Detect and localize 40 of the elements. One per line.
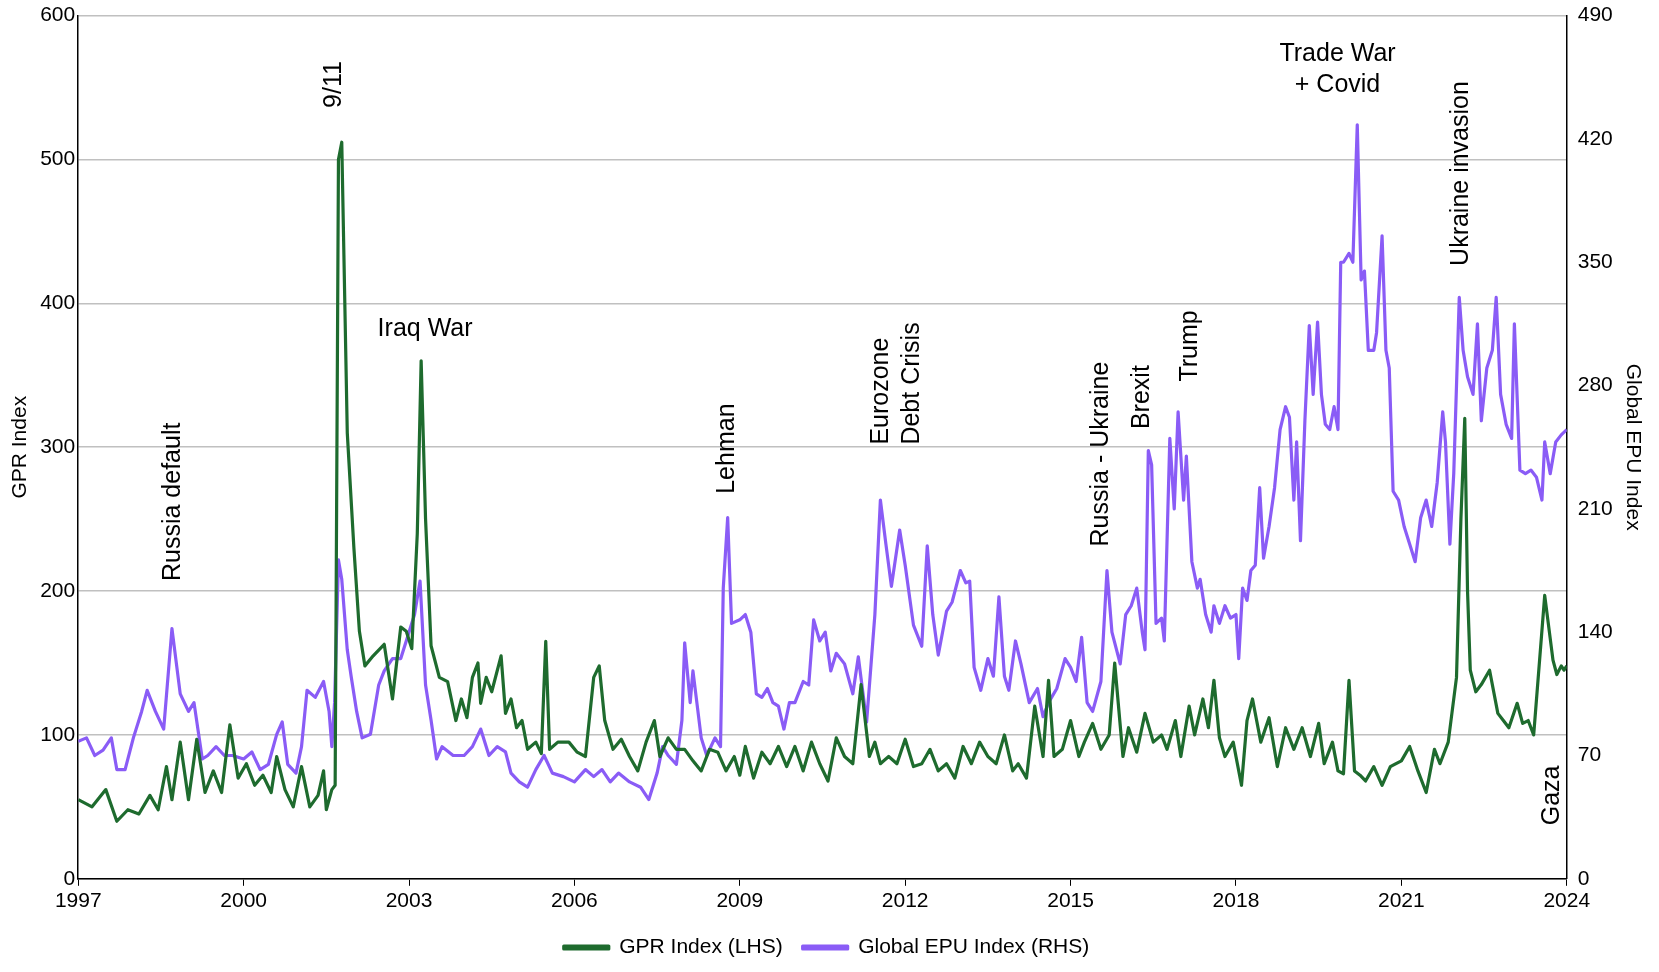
y-tick-label: 600 <box>40 2 76 26</box>
y-tick-label: 100 <box>40 721 76 745</box>
annotation: Trump <box>1174 310 1203 382</box>
y2-tick-label: 490 <box>1577 2 1613 26</box>
annotation: Gaza <box>1535 765 1564 826</box>
y-axis-title: GPR Index <box>7 395 31 499</box>
x-tick-label: 2009 <box>716 888 764 912</box>
x-tick-label: 2018 <box>1212 888 1260 912</box>
y-tick-label: 0 <box>63 865 76 889</box>
annotation: Brexit <box>1126 365 1155 430</box>
x-tick-label: 2015 <box>1047 888 1094 912</box>
x-tick-label: 2024 <box>1543 888 1591 912</box>
x-tick-label: 1997 <box>54 888 102 912</box>
y-tick-label: 400 <box>40 290 76 314</box>
y2-tick-label: 350 <box>1577 249 1613 273</box>
x-tick-label: 2003 <box>385 888 433 912</box>
annotation: Trade War + Covid <box>1279 38 1396 98</box>
y2-tick-label: 70 <box>1577 742 1602 766</box>
y2-tick-label: 280 <box>1577 372 1613 396</box>
annotation: Ukraine invasion <box>1444 81 1473 266</box>
annotation: Lehman <box>711 403 740 494</box>
legend-label: GPR Index (LHS) <box>619 934 783 958</box>
annotation: Iraq War <box>377 312 473 341</box>
x-tick-label: 2021 <box>1378 888 1425 912</box>
y2-tick-label: 140 <box>1577 618 1613 642</box>
y2-axis-title: Global EPU Index <box>1622 363 1646 532</box>
y2-tick-label: 0 <box>1577 865 1590 889</box>
y-tick-label: 300 <box>40 434 76 457</box>
y-tick-label: 500 <box>40 146 76 170</box>
x-tick-label: 2000 <box>220 888 267 912</box>
annotation: Russia - Ukraine <box>1084 361 1113 547</box>
annotation: 9/11 <box>318 61 347 108</box>
y2-tick-label: 420 <box>1577 125 1613 149</box>
annotation: Russia default <box>157 422 186 581</box>
x-tick-label: 2006 <box>551 888 598 912</box>
annotation: Eurozone Debt Crisis <box>865 322 925 445</box>
legend-label: Global EPU Index (RHS) <box>858 934 1090 958</box>
x-tick-label: 2012 <box>881 888 929 912</box>
y-tick-label: 200 <box>40 577 76 601</box>
y2-tick-label: 210 <box>1577 495 1613 519</box>
